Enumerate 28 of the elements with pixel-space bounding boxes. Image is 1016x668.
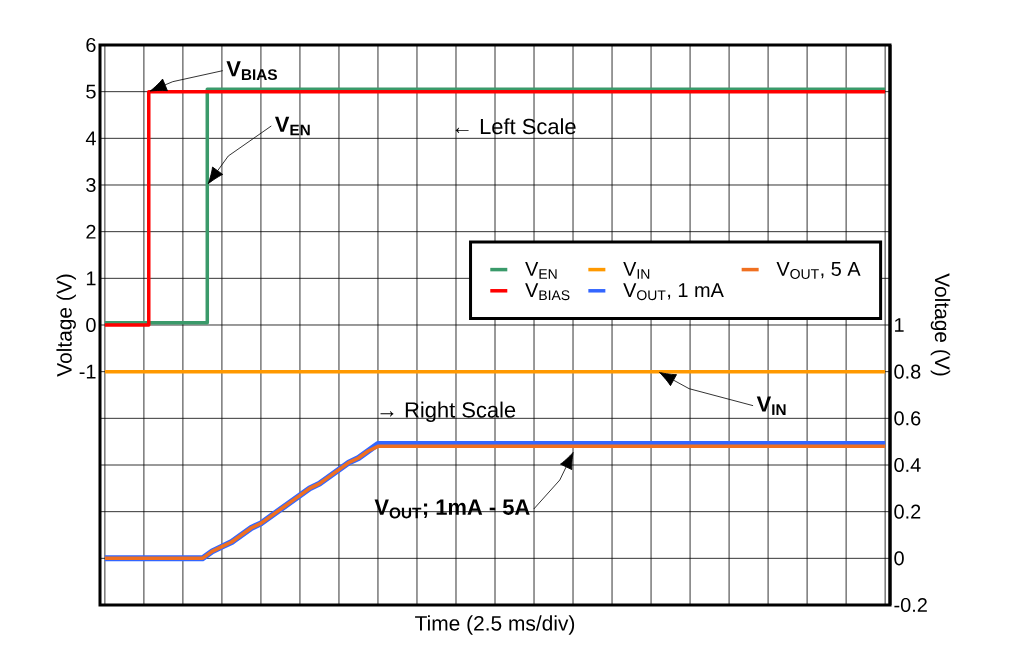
y-tick-label: 3 (86, 177, 96, 193)
y-axis-title: Voltage (V) (56, 274, 76, 377)
y-tick-label: 5 (86, 84, 96, 99)
y2-tick-label: 0.6 (894, 411, 921, 426)
annotation: V$_{IN}$ (756, 396, 786, 415)
y2-tick-label: 0.8 (894, 364, 921, 379)
y-tick-label: 0 (86, 317, 96, 333)
y2-tick-label: 0.4 (894, 457, 921, 473)
legend-label: V$_{OUT}$, 1 mA (623, 283, 724, 301)
y2-axis-title: Voltage (V) (930, 273, 951, 376)
annotation: V$_{BIAS}$ (226, 61, 277, 81)
legend-label: V$_{IN}$ (623, 262, 650, 279)
annotation: ← Left Scale (455, 118, 576, 135)
y-tick-label: -1 (79, 364, 96, 379)
legend-label: V$_{BIAS}$ (525, 283, 570, 301)
x-axis-title: Time (2.5 ms/div) (415, 615, 575, 635)
y-tick-label: 1 (86, 271, 96, 286)
y2-tick-label: 0 (894, 551, 904, 566)
annotation: → Right Scale (380, 401, 516, 423)
annotation: V$_{EN}$ (274, 116, 310, 136)
y-tick-label: 4 (85, 131, 96, 146)
y-tick-label: 2 (86, 224, 96, 239)
legend-label: V$_{OUT}$, 5 A (776, 262, 861, 279)
y-tick-label: 6 (86, 37, 96, 53)
y2-tick-label: 0.2 (894, 504, 921, 519)
y2-tick-label: -0.2 (894, 597, 927, 613)
y2-tick-label: 1 (895, 318, 904, 332)
legend-label: V$_{EN}$ (525, 262, 557, 279)
